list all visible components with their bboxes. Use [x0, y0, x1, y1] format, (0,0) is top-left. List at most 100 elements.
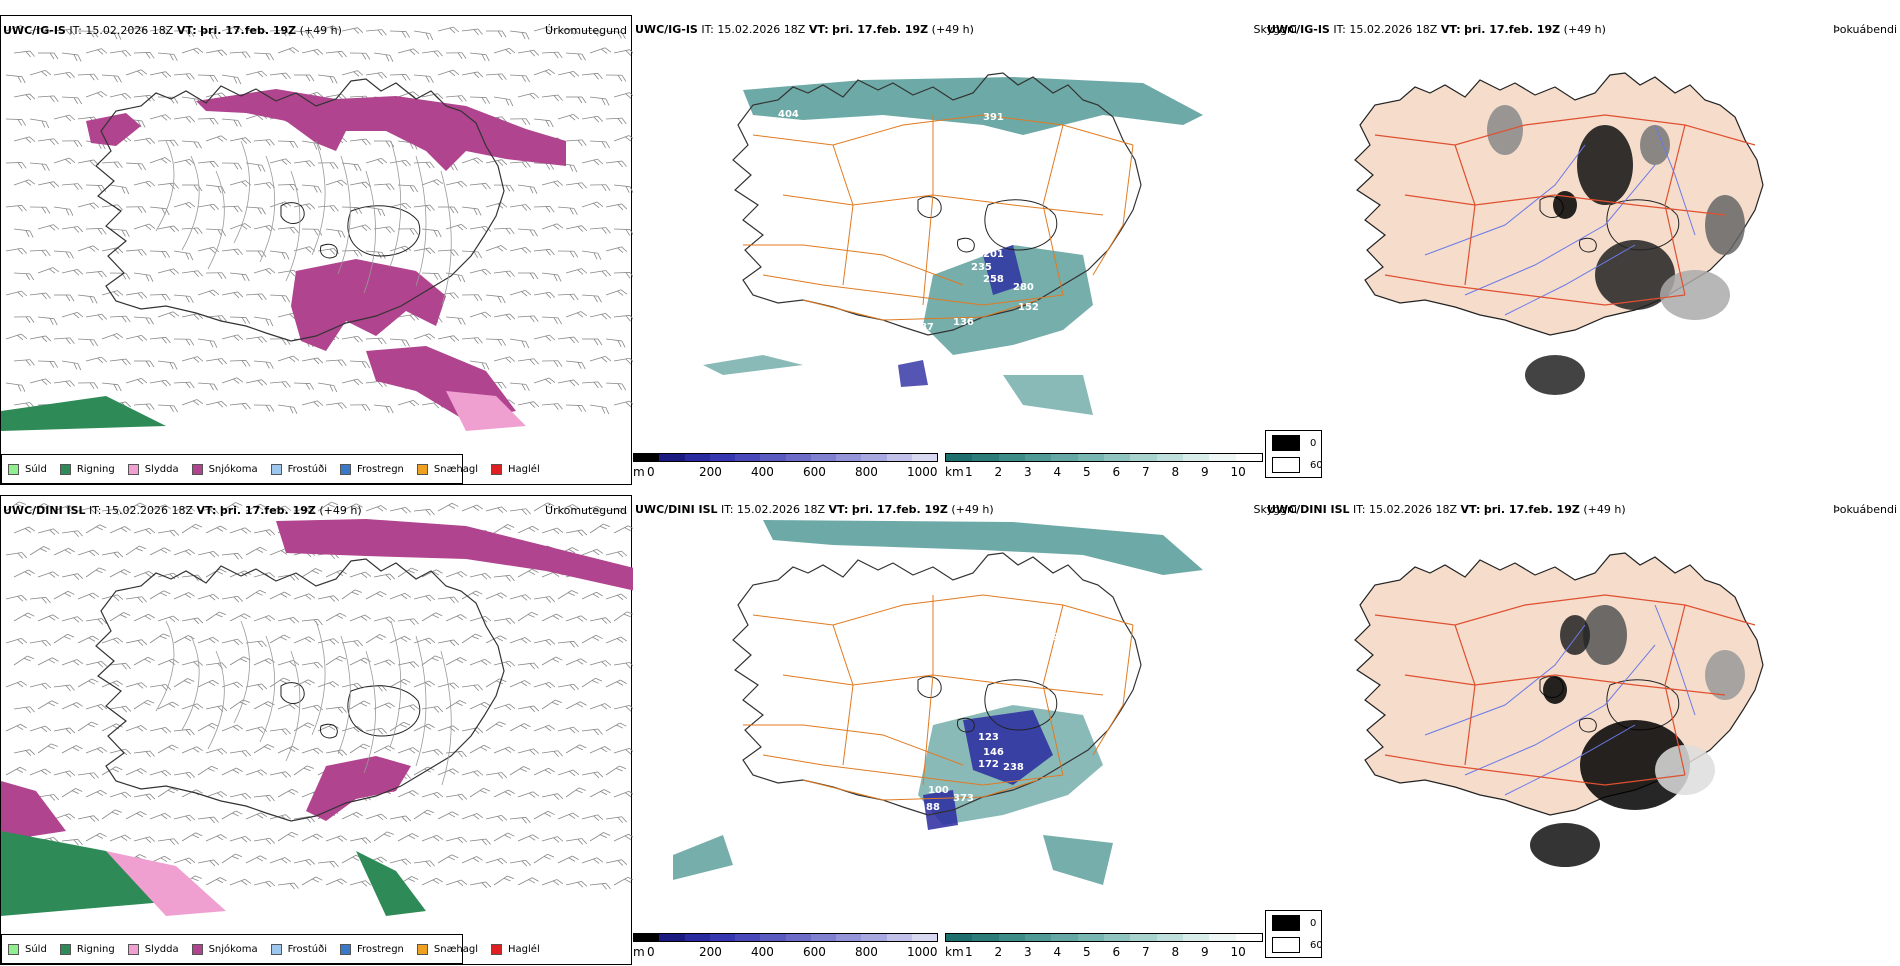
wind-barb — [462, 769, 483, 780]
legend-item: Súld — [8, 464, 47, 475]
colorbar-cell — [1078, 934, 1104, 941]
wind-barb — [126, 335, 147, 345]
wind-barb — [6, 248, 27, 257]
wind-barb — [614, 91, 633, 102]
wind-barb — [54, 727, 75, 737]
wind-barb — [350, 742, 370, 758]
wind-barb — [198, 551, 219, 561]
wind-barb — [342, 27, 363, 37]
wind-barb — [126, 596, 147, 605]
wind-barb — [134, 751, 155, 759]
panel-title: Úrkomutegund — [545, 504, 627, 517]
wind-barb — [174, 591, 195, 605]
colorbar-cell — [1157, 454, 1183, 461]
wind-barb — [198, 161, 219, 169]
wind-barb — [566, 182, 587, 191]
wind-barb — [534, 334, 555, 345]
wind-barb — [446, 836, 467, 847]
wind-barb — [182, 141, 202, 148]
wind-barb — [134, 655, 154, 670]
visibility-value: 136 — [953, 317, 974, 328]
header-it-label: IT: — [1353, 503, 1365, 516]
header-model: UWC/IG-IS — [635, 23, 698, 36]
colorbar-tick-label: 4 — [1054, 945, 1062, 959]
wind-barb — [614, 833, 633, 847]
wind-barb — [6, 723, 27, 737]
fog-area — [1530, 823, 1600, 867]
wind-barb — [350, 361, 370, 368]
wind-barb — [14, 611, 34, 626]
wind-barb — [206, 358, 227, 367]
wind-barb — [102, 722, 123, 736]
wind-barb — [30, 544, 50, 560]
wind-barb — [446, 794, 467, 803]
wind-barb — [54, 295, 74, 301]
wind-barb — [590, 270, 611, 279]
panel-title: Þokuábendi — [1833, 503, 1897, 516]
wind-barb — [110, 316, 130, 323]
wind-barb — [390, 339, 410, 346]
wind-barb — [254, 614, 275, 626]
wind-barb — [422, 706, 443, 715]
wind-barb — [222, 596, 243, 605]
colorbar-cell — [1183, 934, 1209, 941]
wind-barb — [134, 404, 154, 411]
wind-barb — [534, 852, 554, 868]
wind-barb — [566, 225, 587, 235]
wind-barb — [390, 635, 411, 649]
wind-barb — [606, 816, 627, 825]
colorbar-cell — [659, 454, 684, 461]
wind-barb — [182, 47, 203, 59]
wind-barb — [582, 591, 603, 605]
wind-barb — [278, 787, 298, 802]
road-line — [833, 625, 853, 765]
road-line — [743, 245, 963, 285]
wind-barb — [246, 726, 267, 737]
wind-barb — [222, 553, 243, 561]
wind-barb — [398, 185, 418, 192]
fog-area — [1525, 355, 1585, 395]
wind-barb — [38, 699, 58, 714]
wind-barb — [6, 205, 27, 213]
wind-barb — [542, 750, 563, 759]
visibility-value: 235 — [971, 262, 992, 273]
wind-barb — [29, 119, 50, 128]
visibility-value: 187 — [913, 322, 934, 333]
river-line — [338, 636, 350, 754]
wind-barb — [198, 118, 218, 125]
wind-barb — [374, 226, 395, 235]
colorbar-cell — [1078, 454, 1104, 461]
wind-barb — [54, 770, 75, 781]
header-vt-label: VT: — [1461, 503, 1481, 516]
wind-barb — [62, 701, 83, 715]
wind-barb — [174, 729, 195, 737]
header-model: UWC/DINI ISL — [1267, 503, 1350, 516]
wind-barb — [126, 767, 147, 781]
wind-barb — [246, 545, 266, 560]
wind-barb — [230, 612, 251, 626]
road-line — [783, 195, 1103, 215]
legend-item: Snjókoma — [192, 944, 258, 955]
wind-barb — [446, 613, 467, 627]
wind-barb — [438, 597, 459, 605]
wind-barb — [582, 771, 603, 781]
header-it-value: 15.02.2026 18Z — [717, 23, 805, 36]
wind-barb — [13, 229, 34, 237]
wind-barb — [206, 524, 227, 538]
glacier-outline — [957, 238, 974, 252]
wind-barb — [134, 613, 155, 627]
fog-area — [1655, 745, 1715, 795]
wind-barb — [534, 809, 554, 824]
wind-barb — [270, 590, 291, 604]
wind-barb — [134, 180, 155, 191]
fog-legend-row: 0 — [1272, 435, 1316, 451]
wind-barb — [14, 178, 35, 190]
river-line — [156, 141, 174, 231]
colorbar-cell — [1104, 934, 1130, 941]
wind-barb — [606, 678, 627, 692]
wind-barb — [606, 383, 626, 390]
wind-barb — [566, 529, 587, 539]
wind-barb — [222, 681, 243, 693]
